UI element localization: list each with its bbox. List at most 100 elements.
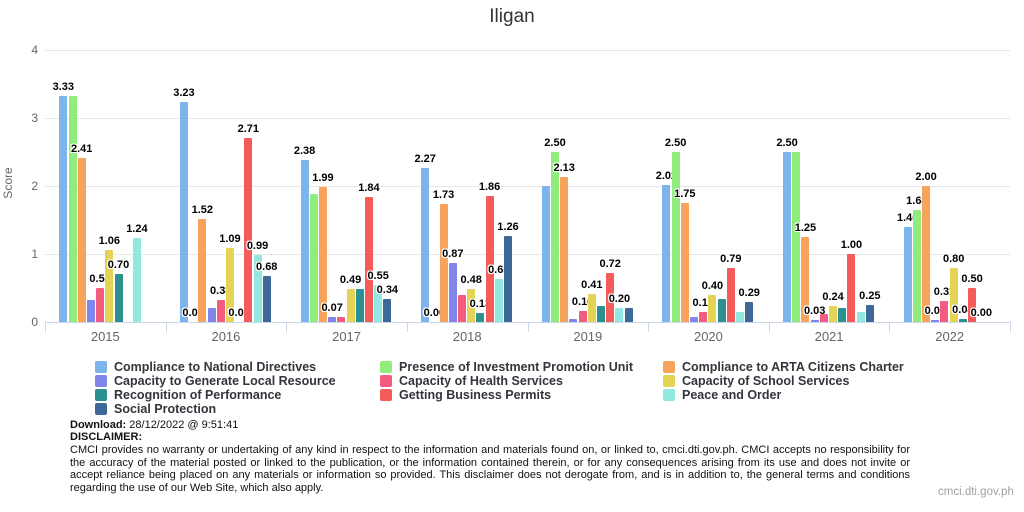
bar-presence-of-investment-promotion-unit-2015[interactable]: [68, 96, 77, 322]
bar-getting-business-permits-2020[interactable]: [726, 268, 735, 322]
bar-peace-and-order-2015[interactable]: [132, 238, 141, 322]
bar-value-label: 2.50: [544, 137, 566, 149]
bar-getting-business-permits-2021[interactable]: [847, 254, 856, 322]
bar-capacity-of-health-services-2020[interactable]: [699, 312, 708, 322]
legend-item-compliance-to-national-directives[interactable]: Compliance to National Directives: [95, 360, 316, 374]
gridline: [45, 118, 1010, 119]
bar-value-label: 0.99: [246, 240, 269, 252]
bar-capacity-of-school-services-2015[interactable]: [105, 250, 114, 322]
bar-recognition-of-performance-2019[interactable]: [597, 306, 605, 322]
bar-capacity-to-generate-local-resource-2018[interactable]: [448, 263, 457, 322]
bar-social-protection-2021[interactable]: [865, 305, 874, 322]
bar-capacity-to-generate-local-resource-2021[interactable]: [810, 320, 819, 322]
legend-item-presence-of-investment-promotion-unit[interactable]: Presence of Investment Promotion Unit: [380, 360, 633, 374]
bar-compliance-to-national-directives-2020[interactable]: [662, 185, 671, 322]
bar-capacity-of-health-services-2016[interactable]: [216, 300, 225, 322]
bar-capacity-to-generate-local-resource-2022[interactable]: [931, 320, 940, 322]
bar-compliance-to-arta-citizens-charter-2020[interactable]: [680, 203, 689, 322]
bar-capacity-of-school-services-2021[interactable]: [829, 306, 838, 322]
bar-social-protection-2018[interactable]: [503, 236, 512, 322]
bar-peace-and-order-2019[interactable]: [615, 308, 624, 322]
bar-social-protection-2020[interactable]: [745, 302, 754, 322]
disclaimer-text: CMCI provides no warranty or undertaking…: [70, 444, 910, 494]
bar-recognition-of-performance-2017[interactable]: [355, 289, 364, 322]
bar-value-label: 2.02: [655, 170, 678, 182]
bar-compliance-to-national-directives-2018[interactable]: [421, 168, 430, 322]
bar-capacity-of-school-services-2020[interactable]: [708, 295, 717, 322]
bar-social-protection-2017[interactable]: [383, 299, 392, 322]
bar-getting-business-permits-2018[interactable]: [485, 196, 494, 322]
bar-peace-and-order-2020[interactable]: [736, 312, 745, 322]
bar-presence-of-investment-promotion-unit-2022[interactable]: [912, 210, 921, 322]
bar-capacity-of-school-services-2022[interactable]: [949, 268, 958, 322]
bar-compliance-to-national-directives-2015[interactable]: [59, 96, 68, 322]
site-watermark: cmci.dti.gov.ph: [938, 486, 1014, 498]
legend-item-capacity-of-health-services[interactable]: Capacity of Health Services: [380, 374, 563, 388]
legend-item-capacity-of-school-services[interactable]: Capacity of School Services: [663, 374, 849, 388]
bar-peace-and-order-2016[interactable]: [253, 255, 262, 322]
bar-presence-of-investment-promotion-unit-2019[interactable]: [551, 152, 559, 322]
bar-compliance-to-arta-citizens-charter-2021[interactable]: [801, 237, 810, 322]
bar-recognition-of-performance-2018[interactable]: [476, 313, 485, 322]
legend-item-social-protection[interactable]: Social Protection: [95, 402, 216, 416]
bar-capacity-of-school-services-2017[interactable]: [346, 289, 355, 322]
bar-capacity-to-generate-local-resource-2016[interactable]: [207, 308, 216, 322]
bar-compliance-to-national-directives-2016[interactable]: [179, 102, 188, 322]
bar-getting-business-permits-2019[interactable]: [606, 273, 615, 322]
legend-item-compliance-to-arta-citizens-charter[interactable]: Compliance to ARTA Citizens Charter: [663, 360, 904, 374]
bar-compliance-to-arta-citizens-charter-2018[interactable]: [439, 204, 448, 322]
bar-capacity-of-health-services-2015[interactable]: [96, 288, 105, 322]
bar-value-label: 2.38: [293, 145, 316, 157]
bar-peace-and-order-2018[interactable]: [494, 279, 503, 322]
bar-presence-of-investment-promotion-unit-2021[interactable]: [792, 152, 801, 322]
bar-compliance-to-national-directives-2017[interactable]: [300, 160, 309, 322]
bar-capacity-of-health-services-2018[interactable]: [457, 295, 466, 322]
bar-capacity-of-health-services-2017[interactable]: [337, 317, 346, 322]
bar-value-label: 0.79: [720, 253, 742, 265]
legend-item-recognition-of-performance[interactable]: Recognition of Performance: [95, 388, 281, 402]
bar-capacity-of-health-services-2019[interactable]: [578, 311, 587, 322]
bar-value-label: 2.50: [664, 137, 687, 149]
bar-recognition-of-performance-2022[interactable]: [958, 319, 967, 322]
legend-item-peace-and-order[interactable]: Peace and Order: [663, 388, 781, 402]
bar-getting-business-permits-2017[interactable]: [364, 197, 373, 322]
bar-social-protection-2019[interactable]: [624, 308, 633, 322]
bar-value-label: 0.41: [581, 279, 603, 291]
legend-item-getting-business-permits[interactable]: Getting Business Permits: [380, 388, 551, 402]
bar-compliance-to-national-directives-2022[interactable]: [903, 227, 912, 322]
y-tick-label: 2: [31, 179, 38, 193]
bar-capacity-of-school-services-2016[interactable]: [225, 248, 234, 322]
bar-compliance-to-arta-citizens-charter-2015[interactable]: [77, 158, 86, 322]
legend-label: Capacity of Health Services: [399, 374, 563, 388]
bar-capacity-to-generate-local-resource-2015[interactable]: [86, 300, 95, 322]
bar-social-protection-2016[interactable]: [262, 276, 271, 322]
bar-compliance-to-arta-citizens-charter-2022[interactable]: [922, 186, 931, 322]
bar-presence-of-investment-promotion-unit-2020[interactable]: [671, 152, 680, 322]
bar-peace-and-order-2021[interactable]: [856, 312, 865, 322]
bar-compliance-to-national-directives-2019[interactable]: [541, 186, 550, 322]
bar-capacity-to-generate-local-resource-2017[interactable]: [328, 317, 337, 322]
bar-compliance-to-arta-citizens-charter-2016[interactable]: [198, 219, 207, 322]
bar-capacity-of-school-services-2018[interactable]: [467, 289, 476, 322]
bar-capacity-of-school-services-2019[interactable]: [587, 294, 596, 322]
bar-capacity-of-health-services-2021[interactable]: [819, 314, 828, 322]
y-tick-label: 0: [31, 315, 38, 329]
bar-capacity-to-generate-local-resource-2020[interactable]: [690, 317, 699, 322]
bar-capacity-to-generate-local-resource-2019[interactable]: [569, 319, 578, 322]
bar-recognition-of-performance-2021[interactable]: [838, 308, 847, 322]
legend-item-capacity-to-generate-local-resource[interactable]: Capacity to Generate Local Resource: [95, 374, 336, 388]
bar-compliance-to-national-directives-2021[interactable]: [783, 152, 792, 322]
bar-value-label: 1.09: [219, 233, 241, 245]
bar-value-label: 1.52: [191, 204, 214, 216]
bar-value-label: 2.71: [237, 123, 260, 135]
bar-peace-and-order-2017[interactable]: [374, 285, 383, 322]
bar-capacity-of-health-services-2022[interactable]: [940, 301, 949, 322]
bar-presence-of-investment-promotion-unit-2017[interactable]: [309, 194, 318, 322]
bar-compliance-to-arta-citizens-charter-2019[interactable]: [560, 177, 569, 322]
bar-recognition-of-performance-2015[interactable]: [114, 274, 123, 322]
bar-compliance-to-arta-citizens-charter-2017[interactable]: [318, 187, 327, 322]
bar-recognition-of-performance-2020[interactable]: [717, 299, 726, 322]
bar-getting-business-permits-2016[interactable]: [244, 138, 253, 322]
bar-getting-business-permits-2022[interactable]: [968, 288, 977, 322]
disclaimer-heading: DISCLAIMER:: [70, 431, 143, 443]
